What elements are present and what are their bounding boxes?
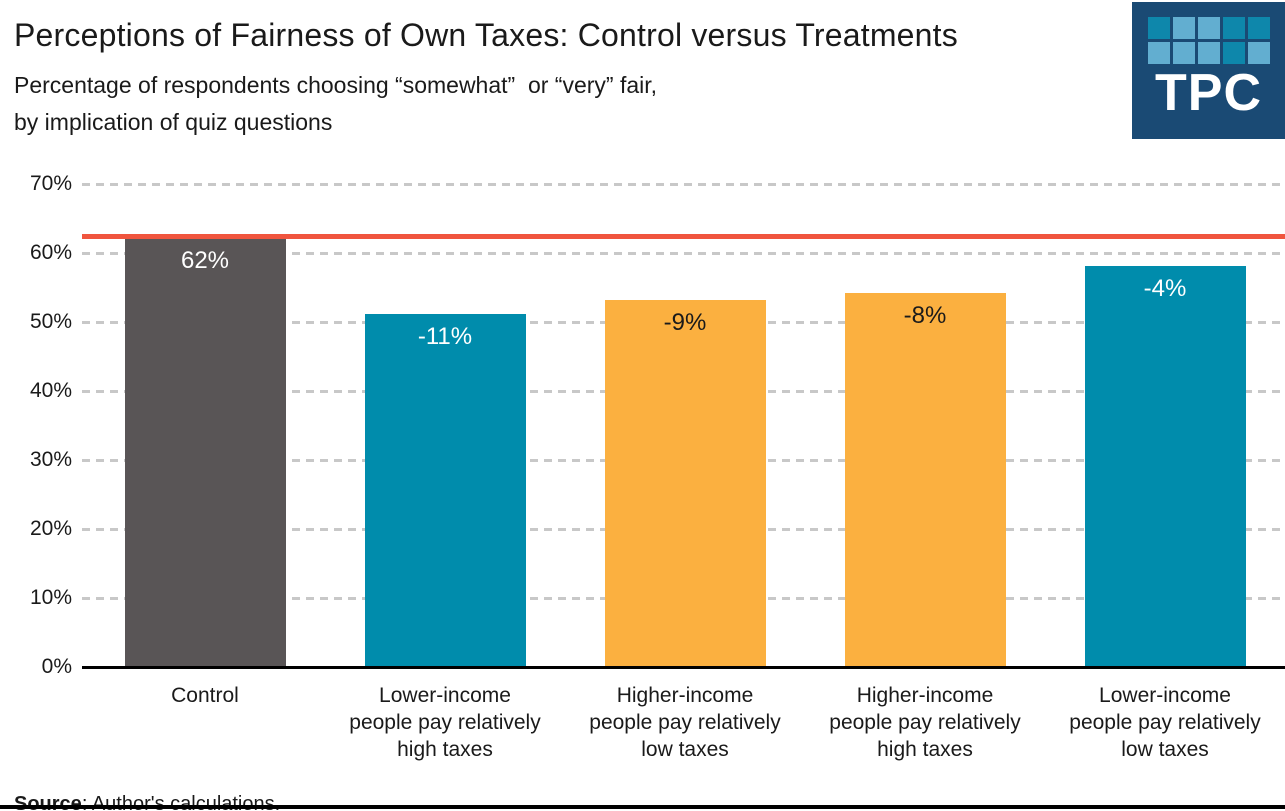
logo-square bbox=[1172, 42, 1195, 64]
logo-square bbox=[1197, 17, 1220, 39]
y-tick-label: 20% bbox=[29, 517, 72, 540]
y-tick-label: 70% bbox=[29, 172, 72, 195]
x-category-label: Control bbox=[171, 684, 239, 707]
y-tick-label: 40% bbox=[29, 379, 72, 402]
logo-square bbox=[1247, 42, 1270, 64]
y-tick-label: 60% bbox=[29, 241, 72, 264]
y-tick-label: 10% bbox=[29, 586, 72, 609]
tpc-logo: TPC bbox=[1132, 2, 1285, 139]
plot-area: 62% -11% -9% -8% -4% bbox=[82, 183, 1285, 669]
bar-value-label: -11% bbox=[417, 323, 473, 351]
logo-square bbox=[1197, 42, 1220, 64]
bottom-divider bbox=[0, 805, 1285, 809]
bar-control: 62% bbox=[124, 238, 286, 666]
tpc-logo-text: TPC bbox=[1155, 64, 1262, 122]
x-category-label: Higher-income people pay relatively low ta… bbox=[589, 684, 781, 761]
x-axis-baseline bbox=[82, 666, 1285, 669]
logo-square bbox=[1147, 42, 1170, 64]
y-tick-label: 50% bbox=[29, 310, 72, 333]
y-tick-label: 0% bbox=[41, 655, 72, 678]
bar-higher-income-people-pay-relatively-low-taxes: -9% bbox=[604, 300, 766, 666]
gridline bbox=[82, 252, 1285, 255]
bar-higher-income-people-pay-relatively-high-taxes: -8% bbox=[844, 293, 1006, 666]
chart-subtitle-line-2: by implication of quiz questions bbox=[14, 109, 333, 135]
x-category-label: Higher-income people pay relatively high t… bbox=[829, 684, 1021, 761]
logo-square bbox=[1222, 42, 1245, 64]
logo-square bbox=[1247, 17, 1270, 39]
bar-lower-income-people-pay-relatively-high-taxes: -11% bbox=[364, 314, 526, 666]
bar-value-label: -9% bbox=[663, 309, 707, 337]
control-reference-line bbox=[82, 234, 1285, 240]
logo-square bbox=[1147, 17, 1170, 39]
bar-value-label: -8% bbox=[903, 302, 947, 330]
y-axis-labels: 0% 10% 20% 30% 40% 50% 60% 70% bbox=[0, 172, 72, 678]
y-tick-label: 30% bbox=[29, 448, 72, 471]
x-category-label: Lower-income people pay relatively low tax… bbox=[1069, 684, 1261, 761]
header: Perceptions of Fairness of Own Taxes: Co… bbox=[14, 12, 958, 141]
x-category-label: Lower-income people pay relatively high ta… bbox=[349, 684, 541, 761]
page-title: Perceptions of Fairness of Own Taxes: Co… bbox=[14, 17, 958, 53]
bar-lower-income-people-pay-relatively-low-taxes: -4% bbox=[1084, 265, 1246, 666]
gridline bbox=[82, 183, 1285, 186]
bar-value-label: -4% bbox=[1143, 274, 1187, 302]
chart-subtitle-line-1: Percentage of respondents choosing “some… bbox=[14, 72, 658, 98]
tpc-logo-squares-icon bbox=[1147, 17, 1270, 64]
bar-value-label: 62% bbox=[180, 247, 230, 275]
logo-square bbox=[1222, 17, 1245, 39]
logo-square bbox=[1172, 17, 1195, 39]
